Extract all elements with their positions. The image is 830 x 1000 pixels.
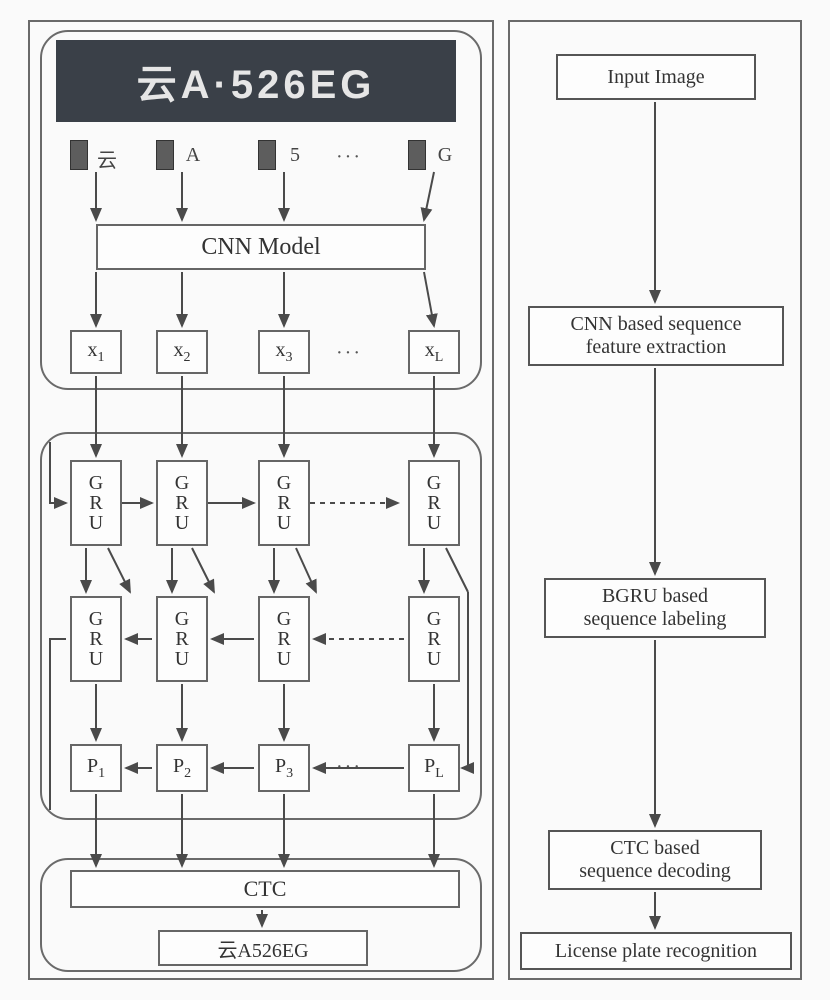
char-chip-2 xyxy=(156,140,174,170)
gru-bwd-1: G R U xyxy=(70,596,122,682)
feature-x1: x1 xyxy=(70,330,122,374)
p-label: P3 xyxy=(275,755,293,782)
diagram-canvas: 云A·526EG 云 A 5 ··· G CNN Model x1 x2 x3 … xyxy=(0,0,830,1000)
p-1: P1 xyxy=(70,744,122,792)
gru-fwd-1: G R U xyxy=(70,460,122,546)
char-chip-3 xyxy=(258,140,276,170)
feature-ellipsis: ··· xyxy=(336,342,362,365)
char-label-4: G xyxy=(430,144,460,167)
p-L: PL xyxy=(408,744,460,792)
p-label: P2 xyxy=(173,755,191,782)
feature-label: x1 xyxy=(88,339,105,366)
gru-fwd-3: G R U xyxy=(258,460,310,546)
p-label: PL xyxy=(424,755,444,782)
flow-cnn-extraction: CNN based sequence feature extraction xyxy=(528,306,784,366)
feature-x3: x3 xyxy=(258,330,310,374)
license-plate-image: 云A·526EG xyxy=(56,40,456,122)
gru-bwd-3: G R U xyxy=(258,596,310,682)
p-3: P3 xyxy=(258,744,310,792)
feature-label: xL xyxy=(425,339,444,366)
gru-bwd-4: G R U xyxy=(408,596,460,682)
char-chip-1 xyxy=(70,140,88,170)
flow-lpr: License plate recognition xyxy=(520,932,792,970)
char-label-3: 5 xyxy=(280,144,310,167)
cnn-model-box: CNN Model xyxy=(96,224,426,270)
flow-input-image: Input Image xyxy=(556,54,756,100)
p-ellipsis: ··· xyxy=(336,756,362,779)
ctc-box: CTC xyxy=(70,870,460,908)
char-ellipsis: ··· xyxy=(336,146,362,169)
char-chip-4 xyxy=(408,140,426,170)
feature-x2: x2 xyxy=(156,330,208,374)
gru-fwd-4: G R U xyxy=(408,460,460,546)
p-label: P1 xyxy=(87,755,105,782)
feature-label: x2 xyxy=(174,339,191,366)
char-label-1: 云 xyxy=(92,144,122,173)
p-2: P2 xyxy=(156,744,208,792)
flow-bgru-labeling: BGRU based sequence labeling xyxy=(544,578,766,638)
output-box: 云A526EG xyxy=(158,930,368,966)
gru-fwd-2: G R U xyxy=(156,460,208,546)
feature-xL: xL xyxy=(408,330,460,374)
gru-bwd-2: G R U xyxy=(156,596,208,682)
flow-ctc-decoding: CTC based sequence decoding xyxy=(548,830,762,890)
feature-label: x3 xyxy=(276,339,293,366)
char-label-2: A xyxy=(178,144,208,167)
